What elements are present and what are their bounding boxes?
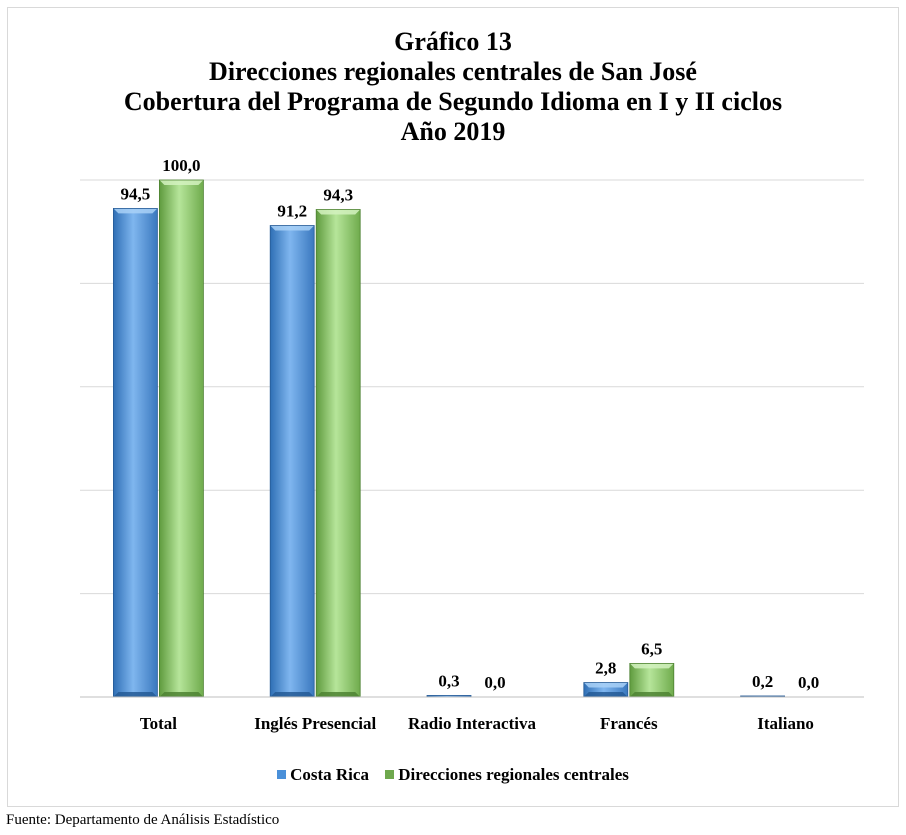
x-tick-label-italiano: Italiano bbox=[757, 714, 814, 733]
bar-bevel-top bbox=[270, 225, 314, 230]
bar-bevel-bottom bbox=[113, 692, 157, 697]
bar-bevel-top bbox=[584, 683, 628, 688]
data-label-italiano-direcciones-regionales-centrales: 0,0 bbox=[798, 673, 819, 692]
data-label-ingles-presencial-direcciones-regionales-centrales: 94,3 bbox=[323, 185, 353, 204]
x-tick-label-frances: Francés bbox=[600, 714, 658, 733]
data-label-total-direcciones-regionales-centrales: 100,0 bbox=[162, 156, 200, 175]
data-label-ingles-presencial-costa-rica: 91,2 bbox=[277, 201, 307, 220]
bar-ingles-presencial-direcciones-regionales-centrales bbox=[316, 209, 360, 697]
legend-item-direcciones: Direcciones regionales centrales bbox=[385, 764, 629, 786]
bar-bevel-top bbox=[159, 180, 203, 185]
legend: Costa Rica Direcciones regionales centra… bbox=[0, 763, 906, 786]
bar-bevel-bottom bbox=[630, 692, 674, 697]
bar-total-costa-rica bbox=[113, 208, 157, 697]
data-label-radio-interactiva-costa-rica: 0,3 bbox=[438, 671, 459, 690]
bar-bevel-bottom bbox=[584, 692, 628, 697]
legend-swatch-direcciones bbox=[385, 770, 394, 779]
x-tick-label-ingles-presencial: Inglés Presencial bbox=[254, 714, 376, 733]
data-label-italiano-costa-rica: 0,2 bbox=[752, 672, 773, 691]
bar-ingles-presencial-costa-rica bbox=[270, 225, 314, 697]
bar-bevel-top bbox=[113, 208, 157, 213]
legend-item-costa-rica: Costa Rica bbox=[277, 764, 369, 786]
bar-total-direcciones-regionales-centrales bbox=[159, 180, 203, 697]
source-note: Fuente: Departamento de Análisis Estadís… bbox=[6, 812, 279, 829]
data-label-radio-interactiva-direcciones-regionales-centrales: 0,0 bbox=[484, 673, 505, 692]
bar-frances-direcciones-regionales-centrales bbox=[630, 663, 674, 697]
bar-bevel-bottom bbox=[270, 692, 314, 697]
data-label-frances-costa-rica: 2,8 bbox=[595, 659, 616, 678]
x-tick-label-radio-interactiva: Radio Interactiva bbox=[408, 714, 536, 733]
bar-bevel-top bbox=[316, 209, 360, 214]
x-tick-label-total: Total bbox=[140, 714, 177, 733]
legend-swatch-costa-rica bbox=[277, 770, 286, 779]
legend-label-costa-rica: Costa Rica bbox=[290, 764, 369, 786]
data-label-total-costa-rica: 94,5 bbox=[121, 184, 151, 203]
data-label-frances-direcciones-regionales-centrales: 6,5 bbox=[641, 639, 662, 658]
bar-bevel-bottom bbox=[316, 692, 360, 697]
bar-bevel-top bbox=[630, 663, 674, 668]
bar-bevel-bottom bbox=[159, 692, 203, 697]
legend-label-direcciones: Direcciones regionales centrales bbox=[398, 764, 629, 786]
